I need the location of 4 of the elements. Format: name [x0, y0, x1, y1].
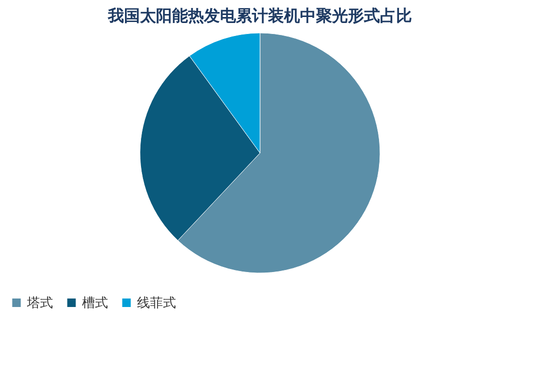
legend-label: 线菲式 — [137, 296, 176, 311]
chart-title: 我国太阳能热发电累计装机中聚光形式占比 — [107, 6, 412, 25]
legend-label: 塔式 — [26, 296, 53, 311]
legend-label: 槽式 — [82, 296, 108, 311]
